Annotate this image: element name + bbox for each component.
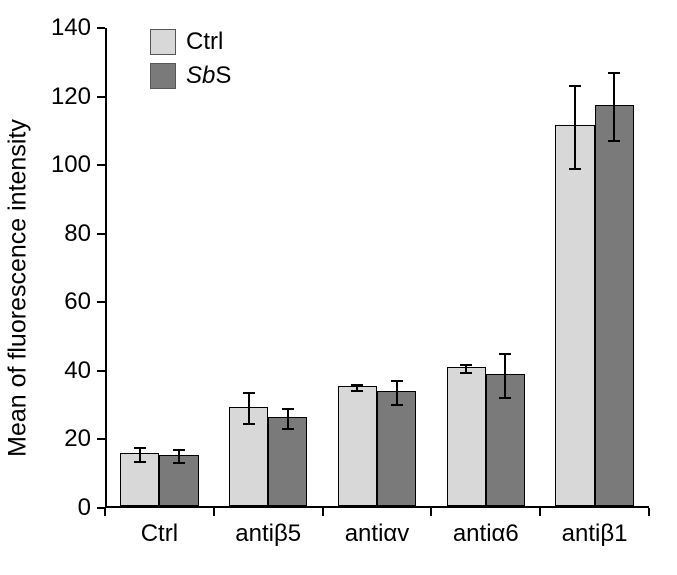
error-bar-cap (243, 392, 255, 394)
error-bar-cap (351, 384, 363, 386)
legend-swatch (150, 63, 176, 89)
y-tick-label: 40 (64, 357, 91, 385)
y-tick (97, 233, 105, 235)
y-tick-label: 60 (64, 288, 91, 316)
y-tick-label: 140 (51, 14, 91, 42)
plot-area: 020406080100120140Ctrlantiβ5antiαvantiα6… (105, 28, 649, 508)
error-bar-line (574, 86, 576, 168)
bar (555, 125, 594, 506)
x-tick (322, 508, 324, 516)
bar (595, 105, 634, 506)
bar (338, 386, 377, 506)
error-bar-cap (282, 428, 294, 430)
error-bar-cap (134, 447, 146, 449)
x-tick-label: antiβ1 (562, 520, 628, 548)
error-bar-line (396, 381, 398, 405)
bar (447, 367, 486, 506)
y-axis-title: Mean of fluorescence intensity (4, 119, 33, 457)
y-tick (97, 370, 105, 372)
error-bar-cap (499, 397, 511, 399)
error-bar-line (248, 393, 250, 424)
legend-item: SbS (150, 62, 231, 90)
y-tick (97, 96, 105, 98)
x-tick-label: antiα6 (453, 520, 519, 548)
error-bar-cap (460, 372, 472, 374)
error-bar-cap (282, 408, 294, 410)
error-bar-cap (569, 85, 581, 87)
y-tick-label: 0 (78, 494, 91, 522)
error-bar-line (287, 409, 289, 430)
error-bar-line (613, 73, 615, 142)
x-axis-line (105, 506, 649, 508)
legend-label: Ctrl (186, 28, 223, 56)
error-bar-cap (351, 390, 363, 392)
error-bar-cap (173, 449, 185, 451)
x-tick (648, 508, 650, 516)
error-bar-cap (608, 140, 620, 142)
legend-item: Ctrl (150, 28, 231, 56)
error-bar-cap (499, 353, 511, 355)
legend: Ctrl SbS (150, 28, 231, 90)
x-tick (430, 508, 432, 516)
x-tick (104, 508, 106, 516)
x-tick-label: antiβ5 (235, 520, 301, 548)
error-bar-cap (243, 423, 255, 425)
chart-container: Mean of fluorescence intensity 020406080… (0, 0, 677, 575)
y-tick-label: 20 (64, 425, 91, 453)
bar (268, 417, 307, 506)
error-bar-line (139, 448, 141, 462)
error-bar-cap (391, 404, 403, 406)
error-bar-line (178, 450, 180, 464)
y-axis-line (105, 28, 107, 508)
y-tick (97, 438, 105, 440)
error-bar-cap (134, 461, 146, 463)
y-tick-label: 120 (51, 83, 91, 111)
x-tick (213, 508, 215, 516)
x-tick-label: Ctrl (141, 520, 178, 548)
y-tick (97, 164, 105, 166)
x-tick (539, 508, 541, 516)
y-tick-label: 80 (64, 220, 91, 248)
error-bar-cap (460, 364, 472, 366)
y-tick (97, 27, 105, 29)
error-bar-line (504, 354, 506, 399)
legend-label: SbS (186, 62, 231, 90)
error-bar-cap (608, 72, 620, 74)
bar (377, 391, 416, 506)
y-tick-label: 100 (51, 151, 91, 179)
error-bar-cap (173, 462, 185, 464)
x-tick-label: antiαv (345, 520, 410, 548)
legend-swatch (150, 29, 176, 55)
error-bar-cap (391, 380, 403, 382)
error-bar-cap (569, 168, 581, 170)
y-tick (97, 301, 105, 303)
